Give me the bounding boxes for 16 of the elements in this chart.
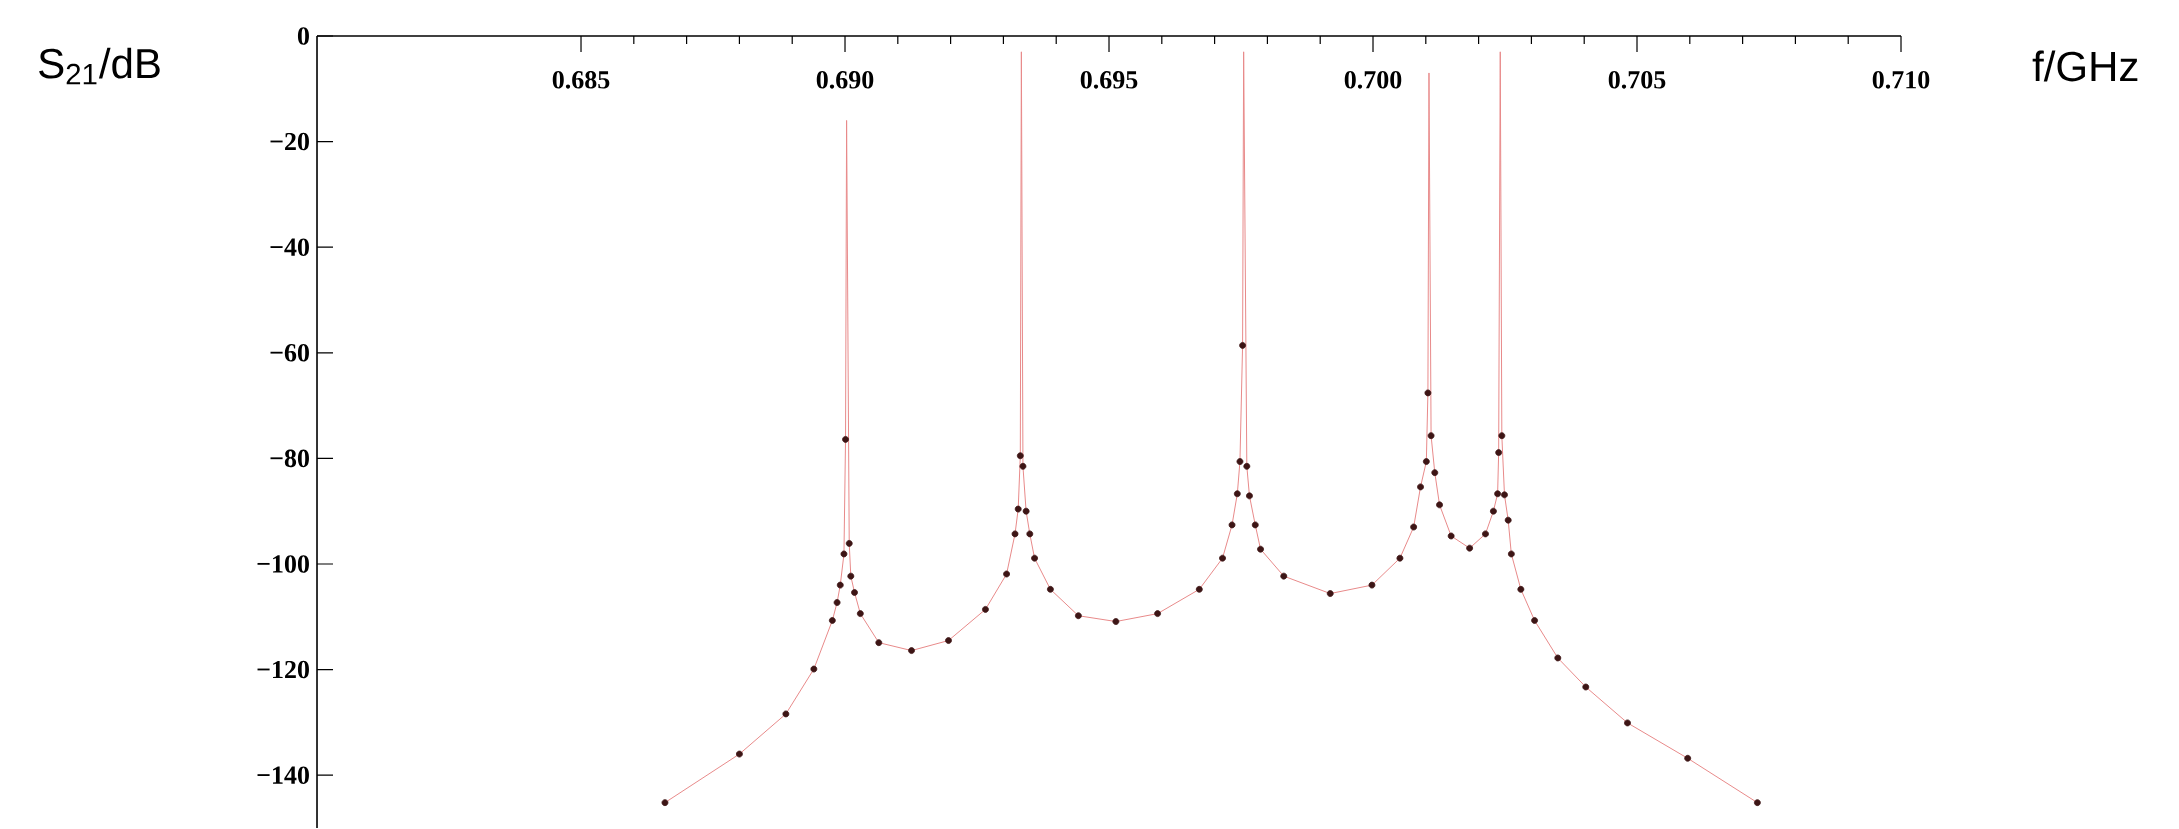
y-tick-label: −20 [270,132,309,151]
x-tick-label: 0.700 [1344,71,1402,89]
y-tick-label: 0 [297,27,309,45]
y-tick-label: −80 [270,449,309,468]
y-tick-label: −60 [270,344,309,362]
y-tick-label: −120 [257,660,309,679]
x-tick-label: 0.695 [1080,71,1138,89]
y-tick-label: −100 [257,555,309,573]
y-tick-label: −40 [270,238,309,257]
x-tick-label: 0.690 [816,71,874,89]
x-axis-title: f/GHz [2032,50,2138,82]
x-tick-label: 0.685 [552,71,610,89]
x-tick-label: 0.710 [1872,71,1930,89]
y-tick-label: −140 [257,766,309,785]
x-tick-label: 0.705 [1608,71,1666,89]
y-axis-title: S$_{21}$/dB [39,47,160,85]
